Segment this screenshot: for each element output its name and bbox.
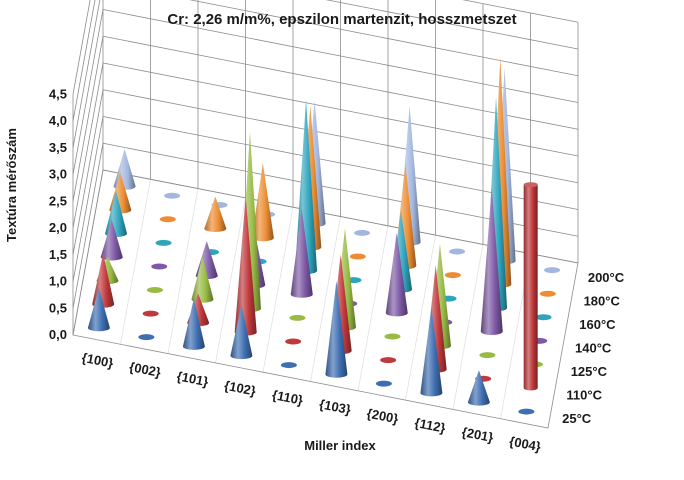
data-marker-flat (285, 338, 302, 345)
floor-divider (405, 235, 436, 401)
data-cone (113, 148, 136, 190)
y-tick-label: 4,0 (49, 113, 67, 128)
data-cone (100, 219, 123, 261)
data-marker-flat (354, 229, 371, 236)
series-label: 110°C (566, 388, 602, 403)
data-marker-flat (155, 239, 172, 246)
floor-divider (357, 225, 389, 391)
data-marker-flat (539, 290, 556, 297)
data-marker-flat (535, 314, 552, 321)
x-tick-label: {201} (461, 424, 495, 445)
y-tick-label: 3,0 (49, 167, 67, 182)
data-marker-flat (384, 333, 401, 340)
floor-divider (452, 244, 484, 410)
data-marker-flat (518, 408, 535, 415)
data-marker-flat (151, 263, 168, 270)
floor-divider (167, 188, 199, 354)
data-marker-flat (146, 287, 163, 294)
y-tick-label: 1,0 (49, 274, 67, 289)
y-tick-label: 0,0 (49, 327, 67, 342)
data-cone (234, 195, 257, 336)
x-tick-label: {002} (128, 359, 162, 380)
data-cone (182, 298, 205, 350)
gridline (72, 0, 579, 148)
floor-divider (215, 197, 246, 363)
data-marker-flat (444, 272, 461, 279)
data-cone (87, 287, 110, 332)
series-label: 140°C (575, 341, 612, 356)
data-marker-flat (159, 216, 176, 223)
series-label: 200°C (588, 270, 625, 285)
data-marker-flat (380, 357, 397, 364)
x-tick-label: {101} (176, 368, 210, 389)
data-marker-flat (280, 362, 297, 369)
data-cylinder (523, 184, 538, 391)
data-marker-flat (449, 248, 466, 255)
data-cone (204, 196, 227, 233)
data-marker-flat (349, 253, 366, 260)
data-cone (420, 307, 443, 397)
y-tick-label: 0,5 (49, 300, 67, 315)
x-tick-label: {102} (223, 378, 257, 399)
floor-divider (262, 207, 294, 373)
data-marker-flat (289, 314, 306, 321)
y-tick-label: 3,5 (49, 140, 67, 155)
data-cone (230, 304, 253, 360)
chart-title: Cr: 2,26 m/m%, epszilon martenzit, hossz… (167, 11, 516, 28)
gridline (72, 0, 579, 122)
data-cone (480, 187, 503, 335)
data-cylinder-top (523, 182, 538, 188)
data-cone (191, 256, 214, 303)
floor-divider (120, 179, 151, 345)
data-cone (251, 163, 274, 242)
y-axis-title: Textúra mérőszám (4, 128, 19, 242)
data-marker-flat (142, 310, 159, 317)
data-marker-flat (479, 352, 496, 359)
data-cone (290, 208, 313, 298)
x-tick-label: {200} (366, 406, 400, 427)
x-tick-label: {110} (271, 387, 304, 408)
data-marker-flat (164, 192, 181, 199)
y-tick-label: 4,5 (49, 86, 67, 101)
floor-divider (310, 216, 341, 382)
data-cone (325, 280, 348, 378)
series-label: 25°C (562, 411, 592, 426)
series-label: 125°C (571, 364, 608, 379)
y-tick-label: 2,5 (49, 193, 67, 208)
x-tick-label: {100} (81, 350, 115, 371)
y-tick-label: 2,0 (49, 220, 67, 235)
series-label: 180°C (584, 293, 621, 308)
x-tick-label: {103} (318, 396, 352, 417)
x-tick-label: {004} (508, 434, 542, 455)
data-marker-flat (138, 334, 155, 341)
x-tick-label: {112} (413, 415, 446, 436)
y-tick-label: 1,5 (49, 247, 67, 262)
x-axis-title: Miller index (304, 438, 376, 453)
data-marker-flat (375, 380, 392, 387)
data-cone (467, 370, 490, 406)
gridline (72, 0, 579, 95)
series-label: 160°C (579, 317, 616, 332)
data-cone (385, 232, 408, 317)
data-marker-flat (544, 267, 561, 274)
